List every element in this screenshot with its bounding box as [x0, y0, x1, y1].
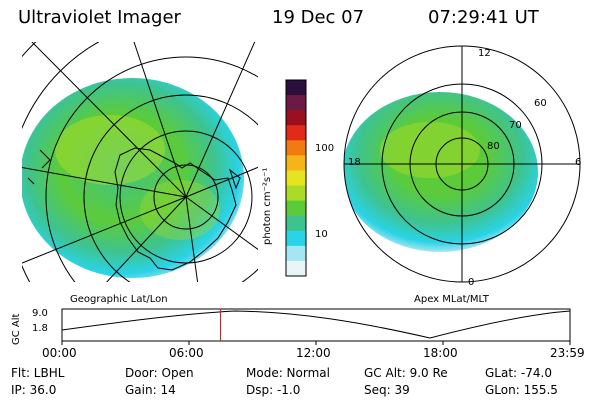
colorbar-swatch [286, 230, 306, 247]
altitude-xtick-0600: 06:00 [169, 346, 204, 360]
colorbar-swatch [286, 110, 306, 126]
colorbar-swatch [286, 215, 306, 232]
mlat-label-70: 70 [509, 120, 522, 131]
altitude-xtick-1800: 18:00 [423, 346, 458, 360]
colorbar-swatch [286, 200, 306, 217]
colorbar [285, 79, 307, 277]
colorbar-swatch [286, 185, 306, 202]
mlt-label-18: 18 [348, 157, 361, 168]
altitude-ytick-9: 9.0 [32, 308, 48, 319]
status-glon: GLon: 155.5 [485, 383, 558, 397]
mlt-panel-label: Apex MLat/MLT [414, 294, 489, 305]
instrument-title: Ultraviolet Imager [18, 7, 181, 28]
status-glat: GLat: -74.0 [485, 366, 552, 380]
status-door: Door: Open [125, 366, 194, 380]
status-ip: IP: 36.0 [11, 383, 57, 397]
colorbar-border [285, 79, 307, 277]
colorbar-swatch [286, 95, 306, 111]
altitude-xtick-2359: 23:59 [550, 346, 585, 360]
status-seq: Seq: 39 [364, 383, 410, 397]
geo-panel-label: Geographic Lat/Lon [70, 294, 168, 305]
mlat-label-80: 80 [487, 141, 500, 152]
mlt-label-0: 0 [468, 277, 475, 288]
altitude-xtick-0000: 00:00 [42, 346, 77, 360]
colorbar-swatch [286, 140, 306, 156]
status-gain: Gain: 14 [125, 383, 176, 397]
date-label: 19 Dec 07 [272, 7, 365, 28]
status-dsp: Dsp: -1.0 [246, 383, 301, 397]
colorbar-swatch [286, 260, 306, 277]
mlat-label-60: 60 [534, 98, 547, 109]
colorbar-unit-label: photon cm⁻²s⁻¹ [262, 167, 273, 245]
colorbar-tick-10: 10 [315, 229, 328, 240]
time-label: 07:29:41 UT [428, 7, 539, 28]
altitude-xtick-1200: 12:00 [296, 346, 331, 360]
colorbar-swatch [286, 80, 306, 96]
colorbar-swatch [286, 155, 306, 171]
altitude-ytick-1-8: 1.8 [32, 323, 48, 334]
mlt-label-6: 6 [575, 157, 582, 168]
status-flt: Flt: LBHL [11, 366, 65, 380]
altitude-curve [61, 310, 571, 339]
coastline [114, 147, 237, 271]
colorbar-swatch [286, 170, 306, 187]
colorbar-tick-100: 100 [315, 143, 335, 154]
mlt-polar-map [343, 45, 581, 283]
altitude-plot [61, 308, 571, 345]
colorbar-swatch [286, 125, 306, 141]
status-gc-alt: GC Alt: 9.0 Re [364, 366, 448, 380]
geographic-map [22, 42, 258, 282]
status-mode: Mode: Normal [246, 366, 330, 380]
mlt-grid-lines [343, 45, 581, 283]
geo-grid-lines [22, 42, 258, 282]
altitude-ylabel: GC Alt [11, 313, 22, 345]
mlt-label-12: 12 [478, 48, 491, 59]
colorbar-swatch [286, 245, 306, 262]
